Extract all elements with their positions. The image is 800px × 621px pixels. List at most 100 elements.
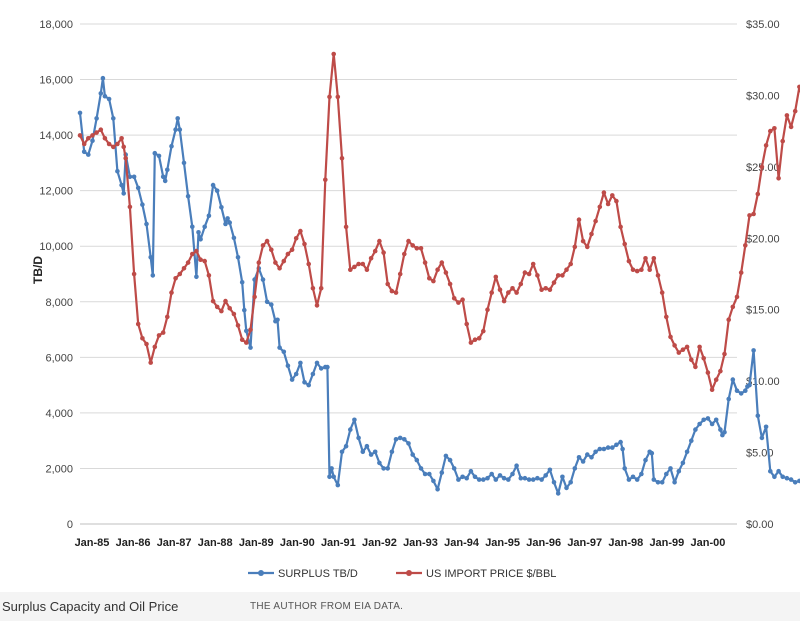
data-point xyxy=(106,96,112,102)
data-point xyxy=(435,487,440,492)
data-point xyxy=(576,217,582,222)
data-point xyxy=(339,449,345,455)
data-point xyxy=(264,299,270,305)
data-point xyxy=(273,260,278,265)
data-point xyxy=(610,445,615,450)
data-point xyxy=(389,449,395,455)
data-point xyxy=(244,328,249,334)
data-point xyxy=(169,290,174,295)
data-point xyxy=(277,345,282,350)
data-point xyxy=(792,108,798,114)
data-point xyxy=(526,271,532,277)
data-point xyxy=(148,254,153,260)
data-point xyxy=(730,377,736,382)
data-point xyxy=(514,463,519,469)
data-point xyxy=(144,221,149,227)
data-point xyxy=(456,300,461,305)
data-point xyxy=(127,174,133,180)
data-point xyxy=(256,260,262,265)
data-point xyxy=(223,221,228,227)
data-point xyxy=(676,468,682,474)
data-point xyxy=(165,167,170,173)
data-point xyxy=(235,254,241,260)
data-point xyxy=(219,205,224,210)
data-point xyxy=(439,470,445,475)
right-tick-label: $0.00 xyxy=(746,519,774,531)
data-point xyxy=(173,127,178,132)
data-point xyxy=(127,204,133,210)
x-tick-label: Jan-88 xyxy=(198,537,233,549)
data-point xyxy=(269,302,274,307)
data-point xyxy=(121,144,126,150)
data-point xyxy=(173,276,178,281)
data-point xyxy=(306,382,312,388)
data-point xyxy=(788,124,794,130)
data-point xyxy=(377,460,382,466)
data-point xyxy=(501,298,507,304)
data-point xyxy=(414,457,420,463)
data-point xyxy=(435,267,440,273)
data-point xyxy=(310,286,316,291)
data-point xyxy=(360,261,366,267)
data-point xyxy=(352,264,357,270)
left-y-axis: 0 2,000 4,000 6,000 8,000 10,000 12,000 14,000 1… xyxy=(39,19,73,531)
data-point xyxy=(618,224,623,230)
left-tick-label: 16,000 xyxy=(39,75,73,87)
data-point xyxy=(252,294,257,300)
left-tick-label: 0 xyxy=(67,519,73,531)
data-point xyxy=(372,449,378,455)
right-tick-label: $20.00 xyxy=(746,233,780,245)
data-point xyxy=(239,337,245,343)
data-point xyxy=(418,246,424,251)
data-point xyxy=(620,446,625,452)
data-point xyxy=(225,216,230,221)
data-point xyxy=(402,437,407,442)
data-point xyxy=(747,382,752,388)
data-point xyxy=(572,244,578,250)
data-point xyxy=(443,453,449,459)
data-point xyxy=(718,427,723,432)
data-point xyxy=(497,287,503,293)
data-point xyxy=(788,477,794,482)
data-point xyxy=(418,466,424,471)
data-point xyxy=(747,213,752,218)
data-point xyxy=(140,202,145,207)
data-point xyxy=(726,396,731,402)
data-point xyxy=(227,306,232,311)
data-point xyxy=(672,480,677,485)
data-point xyxy=(772,126,777,131)
data-point xyxy=(560,474,565,480)
data-point xyxy=(181,160,187,166)
data-point xyxy=(115,168,120,174)
data-point xyxy=(634,268,640,274)
data-point xyxy=(293,371,299,377)
data-point xyxy=(121,191,126,196)
data-point xyxy=(755,413,761,419)
data-point xyxy=(414,246,420,251)
data-point xyxy=(206,273,212,278)
data-point xyxy=(693,364,698,370)
x-tick-label: Jan-95 xyxy=(485,537,520,549)
data-point xyxy=(518,281,524,287)
data-point xyxy=(285,251,291,257)
data-point xyxy=(722,351,727,357)
data-point xyxy=(780,474,785,480)
series-1 xyxy=(77,51,800,393)
data-point xyxy=(160,330,166,335)
data-point xyxy=(659,480,665,485)
x-tick-label: Jan-91 xyxy=(321,537,356,549)
data-point xyxy=(776,176,781,181)
data-point xyxy=(111,144,116,150)
data-point xyxy=(348,427,353,432)
data-point xyxy=(422,471,428,477)
data-point xyxy=(106,141,112,147)
data-point xyxy=(343,224,349,230)
data-point xyxy=(385,281,391,287)
data-point xyxy=(655,273,661,278)
data-point xyxy=(165,314,170,320)
data-point xyxy=(464,321,470,327)
left-tick-label: 8,000 xyxy=(45,297,73,309)
data-point xyxy=(485,307,490,313)
data-point xyxy=(343,443,349,449)
data-point xyxy=(364,443,370,449)
